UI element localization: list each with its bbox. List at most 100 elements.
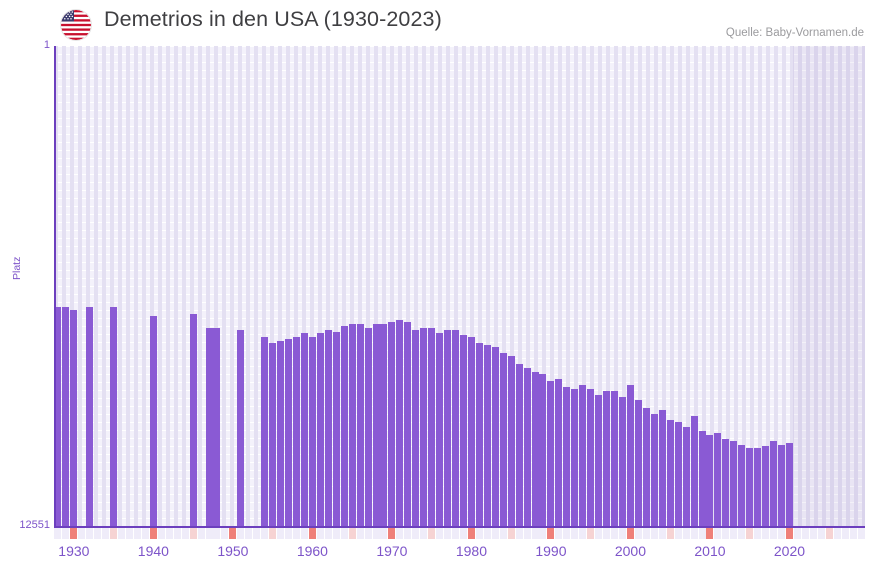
bar-1968[interactable] bbox=[372, 323, 380, 527]
bar-1932[interactable] bbox=[86, 306, 94, 527]
bar-1928[interactable] bbox=[54, 306, 62, 527]
bar-2013[interactable] bbox=[730, 440, 738, 527]
bar-1948[interactable] bbox=[213, 327, 221, 527]
x-axis-label-1930: 1930 bbox=[58, 543, 90, 559]
bar-1983[interactable] bbox=[491, 346, 499, 527]
bar-2003[interactable] bbox=[650, 413, 658, 527]
bar-2008[interactable] bbox=[690, 415, 698, 527]
bar-1972[interactable] bbox=[404, 321, 412, 527]
bar-2018[interactable] bbox=[770, 440, 778, 527]
bar-1974[interactable] bbox=[420, 327, 428, 527]
bar-1951[interactable] bbox=[237, 329, 245, 527]
x-tick-2021 bbox=[793, 528, 801, 539]
bar-1958[interactable] bbox=[293, 337, 300, 527]
bar-2007[interactable] bbox=[682, 427, 690, 527]
x-axis-labels: 1930 1940 1950 1960 1970 1980 1990 2000 2010 2020 bbox=[0, 543, 873, 565]
bar-2019[interactable] bbox=[778, 444, 785, 527]
bar-1959[interactable] bbox=[300, 333, 308, 527]
x-axis-label-1960: 1960 bbox=[296, 543, 328, 559]
bar-2011[interactable] bbox=[714, 433, 722, 527]
bar-1967[interactable] bbox=[364, 327, 372, 527]
bar-1991[interactable] bbox=[555, 379, 563, 527]
bar-1971[interactable] bbox=[396, 320, 404, 527]
x-tick-1943 bbox=[173, 528, 181, 539]
bar-1975[interactable] bbox=[428, 327, 436, 527]
bar-2012[interactable] bbox=[722, 438, 730, 527]
bar-2015[interactable] bbox=[746, 448, 754, 527]
bar-2017[interactable] bbox=[762, 446, 770, 527]
bar-1976[interactable] bbox=[436, 333, 444, 527]
x-tick-1963 bbox=[332, 528, 340, 539]
bar-1981[interactable] bbox=[475, 343, 483, 527]
bar-1995[interactable] bbox=[587, 389, 595, 527]
bar-1990[interactable] bbox=[547, 381, 555, 527]
x-tick-1958 bbox=[293, 528, 300, 539]
bar-1999[interactable] bbox=[618, 396, 626, 527]
bar-1985[interactable] bbox=[507, 356, 515, 527]
bar-2006[interactable] bbox=[674, 421, 682, 527]
bar-1940[interactable] bbox=[149, 316, 157, 527]
bar-1954[interactable] bbox=[261, 337, 269, 527]
bar-1969[interactable] bbox=[380, 323, 388, 527]
x-axis-label-1970: 1970 bbox=[376, 543, 408, 559]
x-tick-1946 bbox=[197, 528, 205, 539]
bar-1996[interactable] bbox=[595, 394, 603, 527]
bar-2001[interactable] bbox=[634, 400, 642, 527]
x-tick-1929 bbox=[62, 528, 70, 539]
bar-1947[interactable] bbox=[205, 327, 213, 527]
bar-1978[interactable] bbox=[452, 329, 460, 527]
bar-2005[interactable] bbox=[666, 419, 674, 527]
bar-1993[interactable] bbox=[571, 389, 579, 527]
bar-2010[interactable] bbox=[706, 434, 714, 527]
bar-1998[interactable] bbox=[611, 390, 619, 527]
bar-1988[interactable] bbox=[531, 371, 539, 527]
bar-1989[interactable] bbox=[539, 373, 547, 527]
bar-1945[interactable] bbox=[189, 314, 197, 527]
x-tick-2011 bbox=[714, 528, 722, 539]
bar-2016[interactable] bbox=[754, 448, 762, 527]
bar-1984[interactable] bbox=[499, 352, 507, 527]
bar-2009[interactable] bbox=[698, 431, 706, 527]
x-tick-1951 bbox=[237, 528, 245, 539]
bar-1997[interactable] bbox=[603, 390, 611, 527]
bar-1965[interactable] bbox=[348, 323, 356, 527]
y-axis-label-top: 1 bbox=[43, 39, 50, 51]
x-tick-2006 bbox=[674, 528, 682, 539]
x-tick-1962 bbox=[324, 528, 332, 539]
bar-2014[interactable] bbox=[738, 444, 746, 527]
bar-1992[interactable] bbox=[563, 387, 571, 527]
x-tick-1948 bbox=[213, 528, 221, 539]
bar-1929[interactable] bbox=[62, 306, 70, 527]
bar-1973[interactable] bbox=[412, 329, 420, 527]
x-tick-1982 bbox=[483, 528, 491, 539]
x-tick-1964 bbox=[340, 528, 348, 539]
bar-1994[interactable] bbox=[579, 385, 587, 527]
x-tick-2026 bbox=[833, 528, 841, 539]
bar-1930[interactable] bbox=[70, 310, 78, 527]
x-tick-1981 bbox=[475, 528, 483, 539]
bar-2004[interactable] bbox=[658, 410, 666, 527]
bar-1961[interactable] bbox=[316, 333, 324, 527]
bar-1956[interactable] bbox=[277, 341, 285, 527]
bar-1964[interactable] bbox=[340, 325, 348, 527]
bar-1986[interactable] bbox=[515, 364, 523, 527]
bar-2002[interactable] bbox=[642, 408, 650, 527]
bar-1962[interactable] bbox=[324, 329, 332, 527]
bar-1980[interactable] bbox=[467, 337, 475, 527]
bar-1987[interactable] bbox=[523, 367, 531, 527]
x-tick-1968 bbox=[372, 528, 380, 539]
x-tick-1997 bbox=[603, 528, 611, 539]
bar-1935[interactable] bbox=[110, 306, 118, 527]
bar-1963[interactable] bbox=[332, 331, 340, 527]
bar-1970[interactable] bbox=[388, 321, 396, 527]
bar-1982[interactable] bbox=[483, 344, 491, 527]
x-tick-1940 bbox=[149, 528, 157, 539]
bar-1960[interactable] bbox=[308, 337, 316, 527]
bar-1955[interactable] bbox=[269, 343, 277, 527]
bar-1979[interactable] bbox=[459, 335, 467, 527]
bar-2000[interactable] bbox=[626, 385, 634, 527]
bar-2020[interactable] bbox=[785, 442, 793, 527]
bar-1977[interactable] bbox=[444, 329, 452, 527]
bar-1966[interactable] bbox=[356, 323, 364, 527]
bar-1957[interactable] bbox=[285, 339, 293, 527]
